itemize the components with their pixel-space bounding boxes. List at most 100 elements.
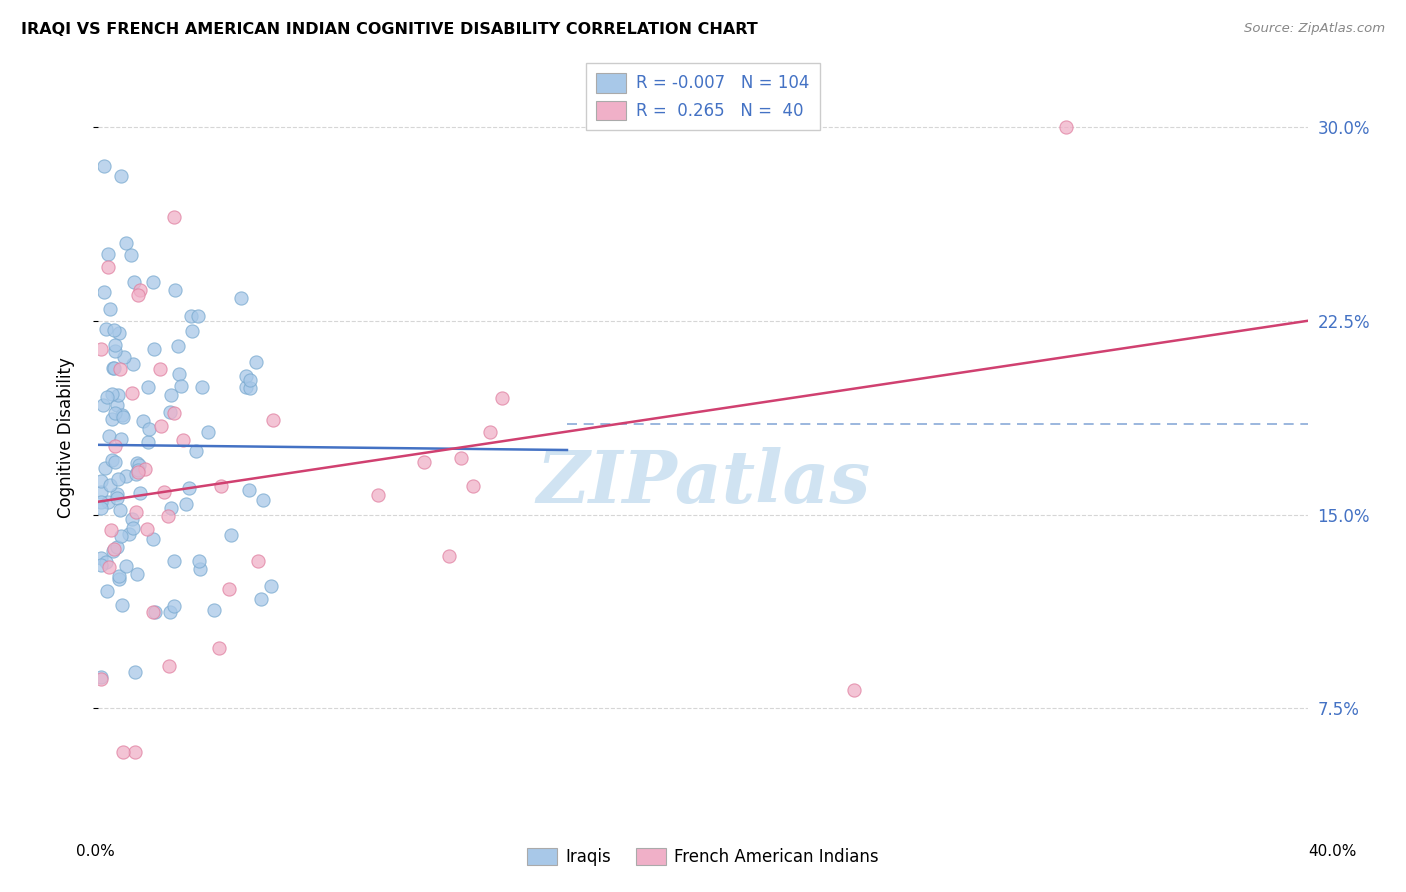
Point [94, 322, 117, 336]
Point [104, 439, 127, 453]
Point [159, 404, 181, 418]
Point [259, 579, 281, 593]
Point [90, 343, 112, 357]
Point [101, 411, 124, 425]
Point [101, 387, 124, 401]
Text: ZIPatlas: ZIPatlas [536, 447, 870, 517]
Point [125, 467, 148, 481]
Point [105, 540, 128, 554]
Point [150, 419, 173, 434]
Point [96, 390, 118, 404]
Point [104, 338, 127, 352]
Point [105, 398, 128, 412]
Point [128, 458, 150, 472]
Point [98, 560, 121, 574]
Point [153, 485, 176, 500]
Point [108, 502, 131, 516]
Point [104, 406, 127, 420]
Point [437, 549, 460, 563]
Point [209, 479, 232, 493]
Point [100, 453, 122, 467]
Point [367, 488, 389, 502]
Y-axis label: Cognitive Disability: Cognitive Disability [56, 357, 75, 517]
Point [108, 326, 131, 340]
Point [121, 511, 143, 525]
Point [108, 572, 131, 586]
Point [180, 309, 202, 323]
Point [169, 378, 191, 392]
Point [110, 362, 132, 376]
Text: 40.0%: 40.0% [1309, 845, 1357, 859]
Point [159, 605, 181, 619]
Point [111, 408, 134, 422]
Point [450, 450, 472, 465]
Point [129, 486, 152, 500]
Point [491, 391, 513, 405]
Point [412, 455, 434, 469]
Point [163, 211, 186, 225]
Point [478, 425, 501, 439]
Point [97, 247, 120, 261]
Point [107, 487, 129, 501]
Point [90, 558, 112, 573]
Point [252, 492, 274, 507]
Point [91, 398, 114, 412]
Point [128, 283, 150, 297]
Point [250, 592, 273, 607]
Point [111, 745, 134, 759]
Point [90, 551, 112, 566]
Point [103, 541, 125, 556]
Point [127, 462, 149, 476]
Point [98, 301, 121, 316]
Point [160, 388, 183, 402]
Point [187, 554, 209, 568]
Point [138, 422, 160, 436]
Point [219, 528, 242, 542]
Point [186, 444, 208, 458]
Point [98, 478, 121, 492]
Point [188, 562, 211, 576]
Point [142, 532, 165, 546]
Point [118, 527, 141, 541]
Point [111, 409, 134, 424]
Point [187, 309, 209, 323]
Point [245, 355, 267, 369]
Point [229, 291, 252, 305]
Point [111, 598, 134, 612]
Text: 0.0%: 0.0% [76, 845, 115, 859]
Point [461, 479, 484, 493]
Point [163, 599, 186, 613]
Legend: R = -0.007   N = 104, R =  0.265   N =  40: R = -0.007 N = 104, R = 0.265 N = 40 [586, 63, 820, 130]
Point [131, 414, 153, 428]
Point [134, 462, 156, 476]
Point [247, 554, 270, 568]
Point [112, 351, 135, 365]
Point [235, 369, 257, 384]
Point [157, 659, 180, 673]
Point [124, 505, 146, 519]
Point [90, 670, 112, 684]
Point [96, 583, 118, 598]
Point [174, 497, 197, 511]
Point [142, 605, 165, 619]
Point [121, 386, 143, 401]
Point [177, 481, 200, 495]
Point [262, 413, 284, 427]
Point [197, 425, 219, 440]
Text: IRAQI VS FRENCH AMERICAN INDIAN COGNITIVE DISABILITY CORRELATION CHART: IRAQI VS FRENCH AMERICAN INDIAN COGNITIV… [21, 22, 758, 37]
Point [218, 582, 240, 596]
Point [127, 288, 149, 302]
Point [125, 456, 148, 470]
Point [160, 501, 183, 516]
Point [103, 344, 125, 359]
Point [90, 495, 112, 509]
Text: Source: ZipAtlas.com: Source: ZipAtlas.com [1244, 22, 1385, 36]
Point [202, 603, 225, 617]
Point [100, 523, 122, 537]
Point [208, 640, 231, 655]
Point [96, 555, 118, 569]
Point [166, 339, 188, 353]
Point [90, 474, 112, 488]
Point [110, 169, 132, 183]
Point [115, 469, 138, 483]
